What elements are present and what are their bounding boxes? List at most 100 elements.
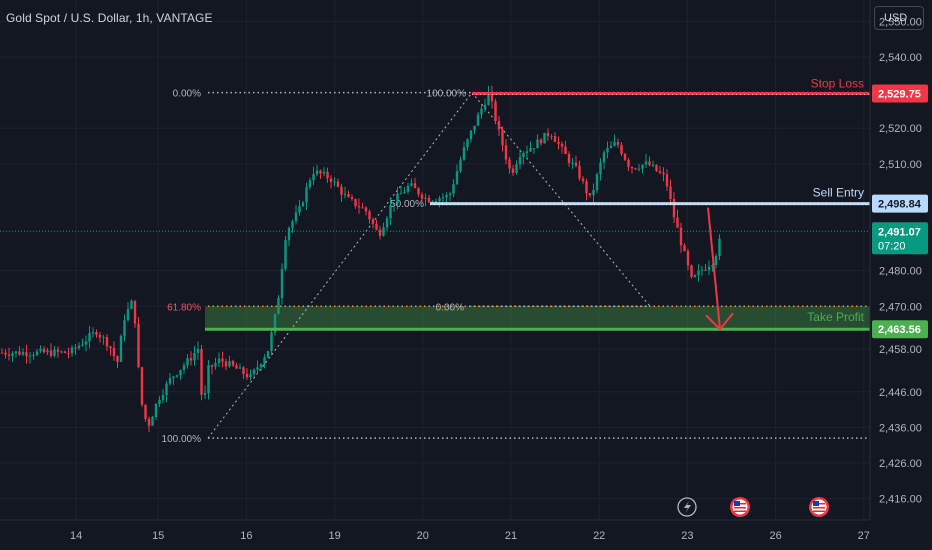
candle-body — [592, 189, 595, 196]
candle-body — [238, 367, 242, 369]
candle-body — [322, 171, 326, 174]
flag-stripe — [813, 510, 825, 512]
candle — [693, 274, 697, 278]
candle-body — [651, 164, 655, 166]
candle — [364, 206, 368, 216]
take-profit-label: Take Profit — [807, 310, 864, 324]
candle — [434, 198, 438, 203]
candle-body — [56, 349, 60, 352]
candle-body — [294, 212, 298, 222]
candle — [67, 347, 70, 359]
candle-body — [683, 245, 686, 252]
candle-body — [280, 269, 284, 299]
candle — [32, 351, 35, 360]
price-axis-tick-label: 2,458.00 — [879, 344, 922, 356]
candle — [375, 219, 378, 231]
candle — [641, 164, 644, 174]
candle — [385, 215, 389, 231]
candle — [700, 265, 704, 276]
us-flag-event-icon[interactable] — [730, 497, 750, 517]
candle-body — [333, 181, 336, 183]
candle-body — [357, 206, 361, 208]
candle-body — [49, 350, 53, 356]
trade-levels[interactable]: Stop Loss Sell Entry Take Profit — [205, 76, 870, 331]
candle — [655, 164, 658, 173]
price-axis-tick-label: 2,416.00 — [879, 494, 922, 506]
candle-body — [347, 194, 350, 198]
candle — [11, 351, 14, 363]
candle — [53, 345, 56, 358]
candle-body — [161, 395, 165, 400]
candle — [242, 365, 245, 380]
candle — [259, 363, 263, 372]
currency-button[interactable]: USD — [874, 6, 924, 30]
candle — [63, 350, 67, 354]
candle-body — [585, 181, 588, 194]
candle — [697, 264, 700, 282]
candle — [686, 248, 690, 271]
candle-body — [616, 142, 620, 145]
candle — [606, 141, 609, 159]
candle-body — [469, 130, 473, 140]
candle-body — [168, 378, 172, 384]
candle — [77, 342, 81, 351]
candle — [553, 132, 557, 143]
lightning-icon[interactable] — [677, 497, 697, 517]
lightning-icon-glyph — [684, 501, 691, 513]
candle-body — [641, 164, 644, 169]
price-axis-tick-label: 2,510.00 — [879, 159, 922, 171]
candle-body — [158, 399, 161, 404]
candle — [462, 141, 466, 162]
candle — [424, 193, 427, 207]
candle — [116, 355, 119, 369]
candle-body — [151, 417, 154, 426]
candle-body — [91, 332, 95, 334]
candle — [427, 195, 431, 204]
candle-body — [147, 418, 151, 426]
price-badge-bg — [872, 84, 928, 103]
candle-body — [245, 373, 249, 378]
candle — [651, 160, 655, 168]
candle — [357, 198, 361, 214]
candle-body — [42, 348, 46, 353]
candle-body — [459, 159, 462, 172]
us-flag-event-icon[interactable] — [809, 497, 829, 517]
candle — [613, 134, 616, 147]
candle — [515, 160, 518, 175]
candle — [189, 351, 193, 366]
candle-body — [406, 185, 410, 192]
candle — [14, 350, 18, 358]
fibonacci-retracement-1[interactable]: 0.00% 61.80% 100.00% — [162, 89, 870, 445]
candle-body — [662, 172, 665, 175]
candle — [312, 166, 315, 186]
candle-body — [382, 227, 385, 236]
candle-body — [518, 156, 522, 165]
candle — [476, 111, 480, 126]
candle — [301, 200, 305, 208]
candle-body — [123, 320, 126, 337]
candle-body — [231, 361, 235, 366]
candle-body — [305, 187, 308, 203]
candle — [217, 352, 221, 367]
candle-body — [714, 256, 718, 265]
candle — [4, 349, 7, 359]
candle — [634, 167, 637, 171]
candle — [175, 374, 179, 379]
candle-body — [700, 269, 704, 271]
candle-body — [259, 364, 263, 368]
price-badge: 2,491.07 07:20 — [872, 222, 928, 255]
flag-canton — [734, 501, 740, 506]
candle — [105, 334, 109, 352]
event-icons[interactable] — [677, 497, 829, 517]
candle — [298, 199, 301, 216]
projection-arrow[interactable] — [705, 207, 734, 331]
candle-body — [690, 265, 693, 277]
candle — [616, 138, 620, 148]
candle-body — [487, 91, 490, 105]
candle-body — [567, 153, 571, 163]
chart-title: Gold Spot / U.S. Dollar, 1h, VANTAGE — [6, 11, 213, 25]
candle — [623, 152, 627, 162]
candle — [546, 128, 550, 141]
candle — [98, 331, 102, 343]
